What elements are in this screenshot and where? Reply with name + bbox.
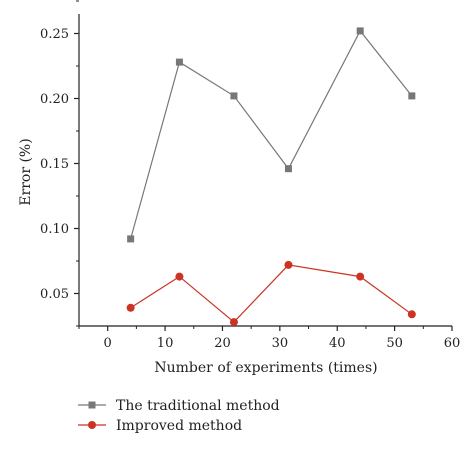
legend-circle-icon <box>88 421 96 429</box>
legend-item-improved: Improved method <box>78 418 242 434</box>
data-point-improved <box>175 272 184 281</box>
y-tick-group: 0.05 0.10 0.15 0.20 0.25 <box>40 0 79 327</box>
data-point-traditional <box>127 235 135 243</box>
x-axis-title: Number of experiments (times) <box>154 360 377 376</box>
series-line-improved <box>130 264 413 323</box>
x-tick-label: 20 <box>214 336 231 351</box>
x-tick-label: 0 <box>104 336 112 351</box>
legend-label-improved: Improved method <box>116 418 242 434</box>
x-tick-label: 40 <box>329 336 346 351</box>
y-tick-label: 0.25 <box>40 27 69 42</box>
data-point-traditional <box>284 165 292 173</box>
x-tick-label: 10 <box>157 336 174 351</box>
data-point-traditional <box>230 92 238 100</box>
x-tick-label: 60 <box>444 336 461 351</box>
y-axis-title: Error (%) <box>18 138 34 205</box>
data-point-improved <box>407 310 416 319</box>
data-point-improved <box>284 260 293 269</box>
legend-square-icon <box>88 401 96 409</box>
series-layer <box>126 27 416 327</box>
legend-item-traditional: The traditional method <box>78 398 280 414</box>
series-line-traditional <box>130 29 413 240</box>
legend: The traditional method Improved method <box>78 398 280 434</box>
x-tick-label: 50 <box>386 336 403 351</box>
y-tick-label: 0.20 <box>40 92 69 107</box>
x-tick-label: 30 <box>272 336 289 351</box>
data-point-traditional <box>356 27 364 35</box>
legend-label-traditional: The traditional method <box>116 398 280 414</box>
data-point-improved <box>356 272 365 281</box>
y-tick-label: 0.15 <box>40 157 69 172</box>
data-point-traditional <box>408 92 416 100</box>
x-tick-group: 0 10 20 30 40 50 60 <box>78 326 461 351</box>
data-point-traditional <box>175 58 183 66</box>
data-point-improved <box>126 303 135 312</box>
data-point-improved <box>229 318 238 327</box>
y-tick-label: 0.10 <box>40 222 69 237</box>
y-tick-label: 0.05 <box>40 287 69 302</box>
